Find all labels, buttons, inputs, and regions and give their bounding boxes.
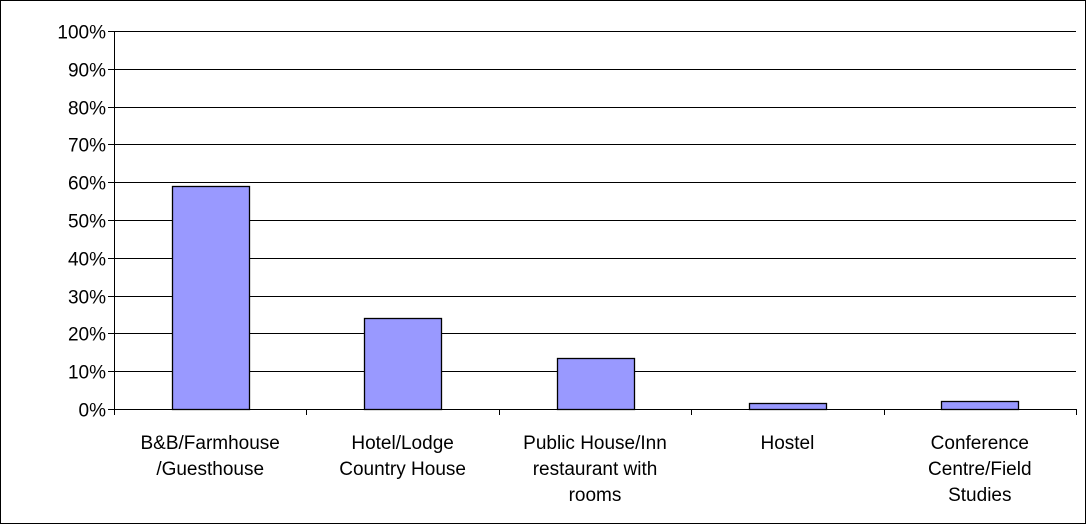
y-tick-label: 50% bbox=[68, 212, 106, 233]
y-tick-label: 60% bbox=[68, 174, 106, 195]
bars bbox=[171, 185, 1020, 411]
bar bbox=[940, 400, 1020, 411]
bar bbox=[363, 317, 443, 411]
y-tick-label: 70% bbox=[68, 136, 106, 157]
y-tick-label: 30% bbox=[68, 288, 106, 309]
x-tick-label: B&B/Farmhouse/Guesthouse bbox=[140, 433, 279, 480]
y-tick-label: 0% bbox=[79, 401, 107, 422]
gridlines bbox=[114, 31, 1076, 372]
y-tick-label: 40% bbox=[68, 250, 106, 271]
bar bbox=[171, 185, 251, 411]
y-tick-label: 20% bbox=[68, 325, 106, 346]
bar bbox=[748, 402, 828, 411]
y-tick-label: 90% bbox=[68, 61, 106, 82]
x-tick-label: Conference Centre/Field Studies bbox=[928, 433, 1032, 506]
x-tick-label: Hotel/Lodge Country House bbox=[339, 433, 466, 480]
x-tick-label: Hostel bbox=[760, 433, 814, 454]
y-tick-label: 10% bbox=[68, 363, 106, 384]
x-tick-label: Public House/Inn restaurant with rooms bbox=[523, 433, 667, 506]
y-tick-label: 80% bbox=[68, 99, 106, 120]
labels: 0% 10% 20% 30% 40% 50% 60% 70% 80% 90% 100% B&B/Far… bbox=[57, 23, 1031, 507]
bar bbox=[556, 357, 636, 411]
y-tick-label: 100% bbox=[57, 23, 106, 44]
axes bbox=[108, 31, 1077, 415]
